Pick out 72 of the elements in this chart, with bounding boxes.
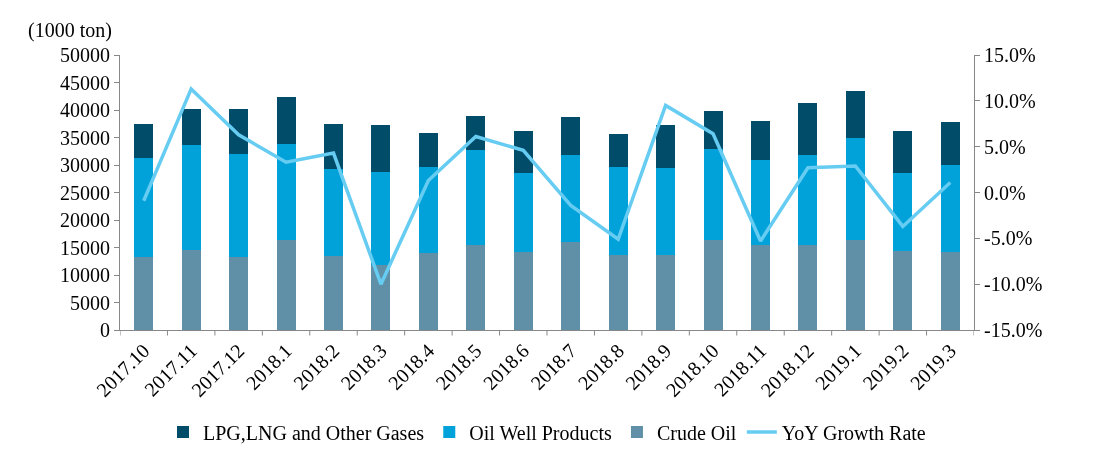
bar [751, 160, 770, 246]
y-tick-label: 10000 [60, 264, 110, 286]
bar [276, 240, 296, 330]
y-tick-label: 5000 [70, 291, 110, 314]
legend-label: Oil Well Products [469, 421, 612, 444]
bar [466, 150, 486, 246]
y-tick-label: 30000 [60, 154, 110, 176]
bar [893, 173, 913, 251]
bar [608, 167, 628, 256]
bar [134, 157, 154, 257]
bar [561, 242, 581, 330]
bar [798, 102, 818, 155]
y-tick-label: 40000 [60, 99, 110, 121]
y2-tick-label: -15.0% [984, 319, 1043, 341]
y2-tick-label: 0.0% [984, 181, 1026, 204]
bar [229, 154, 249, 258]
y2-tick-label: 10.0% [984, 89, 1036, 112]
bar [845, 90, 865, 139]
bar [371, 124, 391, 173]
bar [656, 255, 676, 330]
bar [893, 250, 913, 330]
bar [798, 245, 818, 330]
bar [751, 245, 770, 330]
y2-tick-label: 5.0% [984, 135, 1026, 158]
y-tick-label: 15000 [60, 236, 110, 259]
bar [418, 253, 438, 330]
y2-tick-label: -10.0% [984, 273, 1043, 296]
bar [371, 172, 391, 266]
bar [845, 138, 865, 240]
bar [751, 121, 770, 161]
legend-label: YoY Growth Rate [781, 421, 926, 444]
bar [561, 155, 581, 242]
y-tick-label: 0 [100, 319, 110, 341]
bar [324, 255, 343, 330]
bar [181, 109, 201, 146]
bar [845, 239, 865, 330]
y-tick-label: 50000 [60, 44, 110, 66]
bar [181, 145, 201, 250]
bar [940, 122, 960, 165]
bar [513, 252, 533, 330]
bar [798, 154, 818, 246]
bar [703, 148, 723, 240]
y-tick-label: 25000 [60, 181, 110, 204]
legend-label: LPG,LNG and Other Gases [203, 421, 425, 444]
bar [181, 249, 201, 330]
y2-tick-label: -5.0% [984, 227, 1033, 250]
bar [893, 130, 913, 174]
y-tick-label: 35000 [60, 126, 110, 149]
bar [608, 255, 628, 330]
y2-tick-label: 15.0% [984, 44, 1036, 66]
bar [134, 256, 154, 330]
bar [513, 173, 533, 253]
bar [324, 168, 343, 256]
bar [418, 132, 438, 168]
bar [466, 245, 486, 330]
bar [940, 165, 960, 253]
bar [608, 134, 628, 168]
bar [276, 97, 296, 144]
line-series [141, 87, 953, 286]
bar [940, 252, 960, 330]
legend-label: Crude Oil [656, 421, 737, 444]
y-tick-label: 45000 [60, 71, 110, 94]
bar [134, 123, 154, 158]
bar [561, 117, 581, 156]
bar [276, 143, 296, 241]
bar [656, 125, 676, 168]
bar [229, 257, 249, 330]
y-axis-title: (1000 ton) [28, 19, 112, 42]
bar [703, 239, 723, 330]
bar [418, 167, 438, 253]
y-tick-label: 20000 [60, 209, 110, 231]
bar [656, 167, 676, 256]
